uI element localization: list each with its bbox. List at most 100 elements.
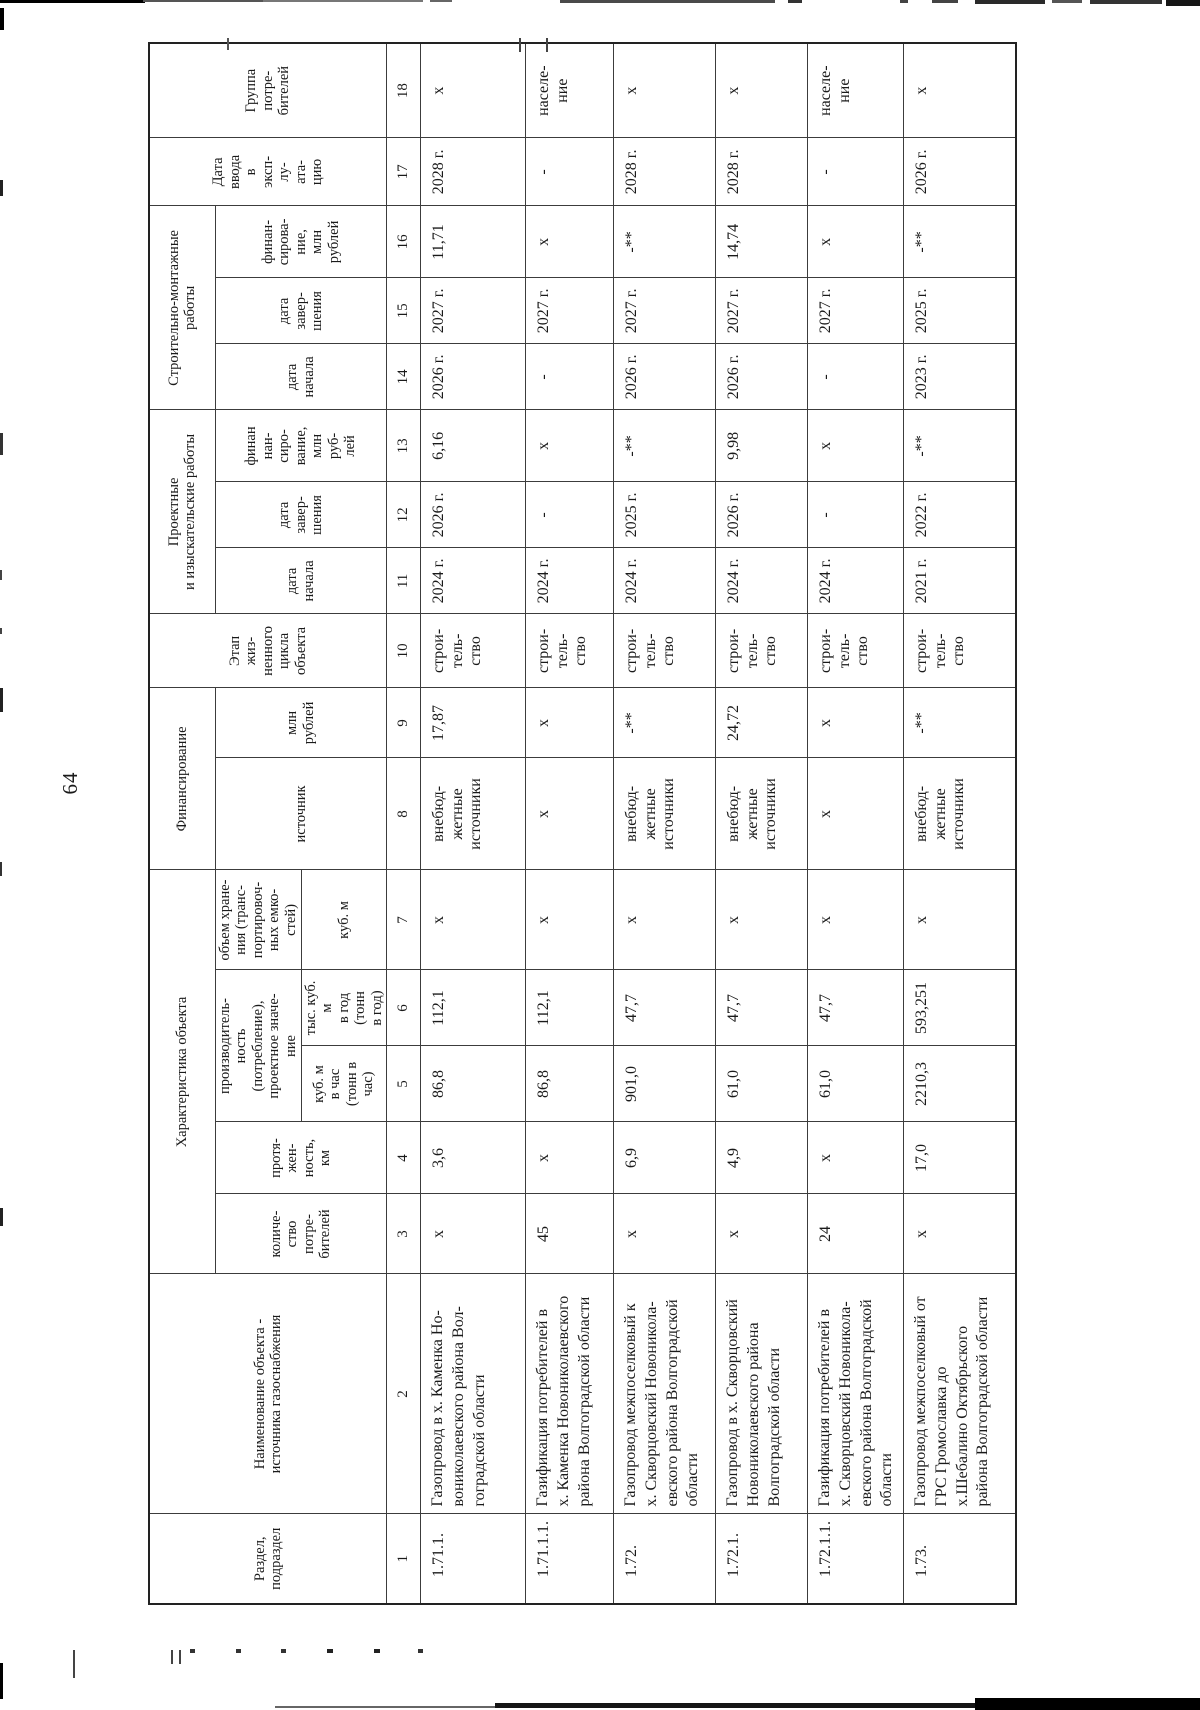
column-number: 16 — [386, 205, 421, 278]
cell-section-number: 1.72.1. — [715, 1514, 808, 1604]
cell-commissioning: - — [807, 137, 904, 206]
cell-cubm-hour: 61,0 — [807, 1046, 904, 1122]
cell-construction-financing: х — [807, 205, 904, 278]
scan-artifact — [0, 1663, 3, 1699]
scan-artifact — [263, 0, 423, 2]
cell-cubm-year: 47,7 — [613, 970, 716, 1046]
cell-commissioning: 2028 г. — [420, 137, 526, 206]
scan-artifact — [1090, 0, 1162, 4]
column-number: 3 — [386, 1194, 421, 1274]
cell-financing-mln: -** — [903, 687, 1016, 758]
header-construction-financing: финан- сирова- ние, млн рублей — [215, 205, 387, 278]
column-number: 4 — [386, 1122, 421, 1194]
cell-object-name: Газопровод в х. Скворцовский Новониколае… — [715, 1274, 808, 1514]
scan-artifact — [0, 180, 3, 196]
cell-construction-financing: 14,74 — [715, 205, 808, 278]
header-row-groups: Раздел, подраздел Наименование объекта -… — [149, 42, 387, 1604]
cell-consumer-group: х — [903, 42, 1016, 138]
cell-construction-end: 2027 г. — [807, 277, 904, 344]
column-number: 8 — [386, 757, 421, 870]
cell-cubm-hour: 86,8 — [525, 1046, 614, 1122]
scan-artifact — [0, 862, 2, 876]
scan-artifact — [0, 0, 145, 3]
scan-artifact — [975, 1698, 1200, 1710]
header-consumer-group: Группа потре- бителей — [149, 42, 387, 138]
header-construction-start-date: дата начала — [215, 343, 387, 410]
page-number: 64 — [58, 771, 82, 795]
column-number: 18 — [386, 42, 421, 138]
cell-construction-end: 2025 г. — [903, 277, 1016, 344]
header-design-financing: финан нан- сиро- вание, млн руб- лей — [215, 409, 387, 482]
cell-design-end: - — [525, 481, 614, 548]
scan-artifact — [0, 628, 2, 634]
cell-consumer-count: х — [613, 1194, 716, 1274]
cell-design-financing: х — [807, 409, 904, 482]
cell-storage: х — [715, 869, 808, 970]
table-row: 1.71.1. Газопровод в х. Каменка Но- вони… — [420, 42, 526, 1604]
cell-construction-financing: -** — [613, 205, 716, 278]
cell-design-start: 2024 г. — [715, 547, 808, 614]
cell-construction-start: 2026 г. — [420, 343, 526, 410]
cell-cubm-hour: 61,0 — [715, 1046, 808, 1122]
cell-cubm-year: 47,7 — [807, 970, 904, 1046]
cell-consumer-group: населе- ние — [525, 42, 614, 138]
cell-design-financing: х — [525, 409, 614, 482]
cell-commissioning: 2028 г. — [613, 137, 716, 206]
column-number: 15 — [386, 277, 421, 344]
cell-consumer-count: х — [903, 1194, 1016, 1274]
cell-construction-start: 2026 г. — [715, 343, 808, 410]
cell-storage: х — [903, 869, 1016, 970]
cell-length: х — [807, 1122, 904, 1194]
header-financing-source: источник — [215, 757, 387, 870]
scan-artifact — [275, 1706, 495, 1708]
header-design-end-date: дата завер- шения — [215, 481, 387, 548]
header-storage-volume: объем хране- ния (транс- портировоч- ных… — [215, 869, 301, 970]
cell-storage: х — [525, 869, 614, 970]
cell-financing-source: х — [525, 757, 614, 870]
cell-cubm-hour: 86,8 — [420, 1046, 526, 1122]
header-productivity: производитель- ность (потребление), прое… — [215, 970, 301, 1122]
cell-design-financing: -** — [903, 409, 1016, 482]
header-section: Раздел, подраздел — [149, 1514, 387, 1604]
cell-object-name: Газификация потребителей в х. Каменка Но… — [525, 1274, 614, 1514]
cell-design-end: 2026 г. — [715, 481, 808, 548]
scan-artifact — [327, 1649, 333, 1653]
cell-design-start: 2024 г. — [420, 547, 526, 614]
cell-consumer-count: х — [715, 1194, 808, 1274]
scan-artifact — [975, 0, 1045, 4]
cell-section-number: 1.72.1.1. — [807, 1514, 904, 1604]
header-financing-mln-rub: млн рублей — [215, 687, 387, 758]
column-number: 13 — [386, 409, 421, 482]
cell-object-name: Газопровод в х. Каменка Но- вониколаевск… — [420, 1274, 526, 1514]
cell-cubm-year: 112,1 — [420, 970, 526, 1046]
scan-artifact — [179, 1650, 181, 1664]
scan-artifact — [281, 1649, 286, 1653]
header-storage-cubm: куб. м — [301, 869, 387, 970]
scan-artifact — [900, 0, 908, 3]
table-row: 1.72.1. Газопровод в х. Скворцовский Нов… — [715, 42, 808, 1604]
column-numbers-row: 1 2 3 4 5 6 7 8 9 10 11 12 13 14 15 16 1… — [386, 42, 421, 1604]
cell-design-start: 2024 г. — [613, 547, 716, 614]
scan-artifact — [236, 1649, 241, 1653]
cell-design-financing: -** — [613, 409, 716, 482]
cell-construction-end: 2027 г. — [525, 277, 614, 344]
scan-artifact — [0, 570, 2, 580]
cell-lifecycle: строи- тель- ство — [715, 613, 808, 688]
cell-object-name: Газопровод межпоселковый от ГРС Громосла… — [903, 1274, 1016, 1514]
cell-cubm-year: 593,251 — [903, 970, 1016, 1046]
cell-financing-source: внебюд- жетные источники — [420, 757, 526, 870]
cell-construction-start: 2026 г. — [613, 343, 716, 410]
cell-financing-mln: х — [807, 687, 904, 758]
cell-commissioning: 2028 г. — [715, 137, 808, 206]
table-row: 1.71.1.1. Газификация потребителей в х. … — [525, 42, 614, 1604]
cell-design-start: 2021 г. — [903, 547, 1016, 614]
column-number: 7 — [386, 869, 421, 970]
cell-financing-source: внебюд- жетные источники — [715, 757, 808, 870]
header-consumer-count: количе- ство потре- бителей — [215, 1194, 387, 1274]
scan-artifact — [546, 38, 548, 52]
cell-construction-financing: х — [525, 205, 614, 278]
cell-construction-start: - — [525, 343, 614, 410]
cell-lifecycle: строи- тель- ство — [613, 613, 716, 688]
cell-financing-source: х — [807, 757, 904, 870]
scan-artifact — [788, 0, 802, 3]
